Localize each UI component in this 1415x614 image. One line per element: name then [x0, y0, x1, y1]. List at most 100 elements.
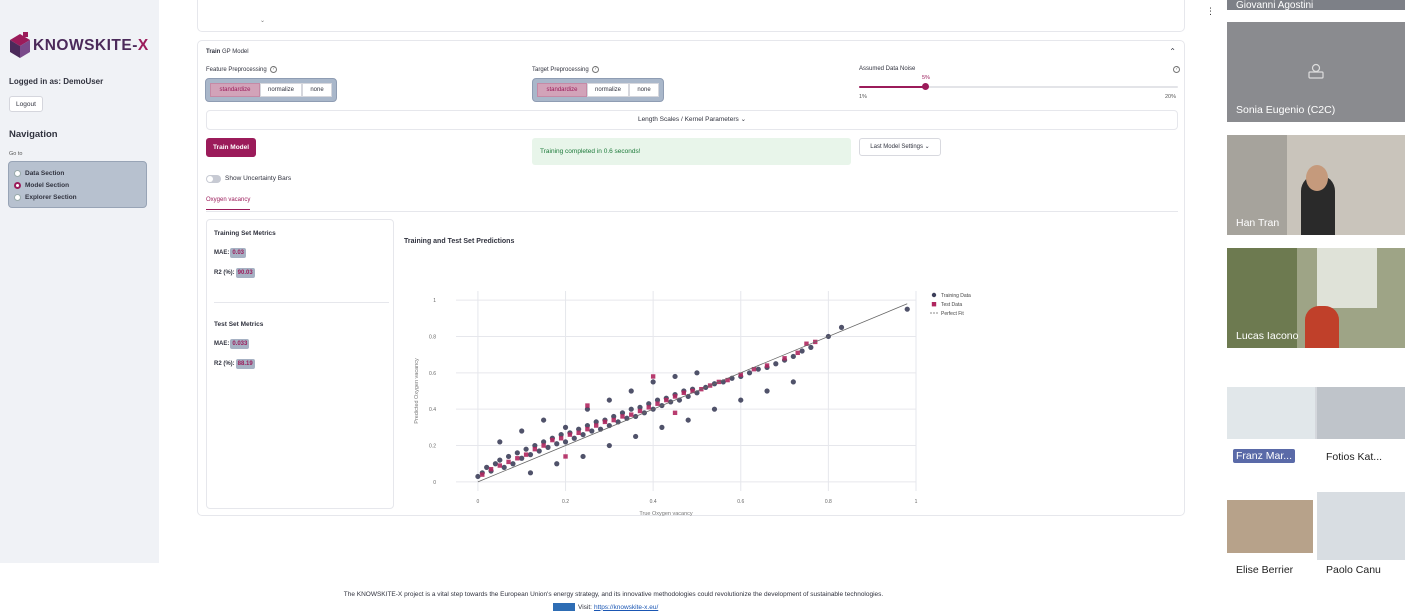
- training-data-point: [514, 450, 520, 456]
- training-data-point: [505, 453, 512, 460]
- participant-name: Paolo Canu: [1326, 564, 1381, 576]
- training-data-point: [545, 444, 551, 450]
- sidebar: KNOWSKITE-X Logged in as: DemoUser Logou…: [0, 0, 159, 563]
- test-data-point: [629, 412, 634, 417]
- tab-oxygen-vacancy[interactable]: Oxygen vacancy: [206, 197, 251, 210]
- training-data-point: [576, 426, 582, 432]
- training-data-point: [659, 424, 665, 430]
- test-data-point: [655, 401, 660, 406]
- training-data-point: [672, 373, 678, 380]
- participant-tile[interactable]: Han Tran: [1227, 135, 1405, 235]
- help-icon[interactable]: ?: [591, 66, 599, 73]
- training-data-point: [738, 397, 744, 403]
- train-gp-model-card: Train GP Model ⌃ Feature Preprocessing? …: [197, 40, 1185, 516]
- video-call-panel: Giovanni Agostini Sonia Eugenio (C2C) Ha…: [1227, 0, 1415, 614]
- test-data-point: [506, 459, 511, 465]
- training-data-point: [650, 379, 656, 385]
- last-model-settings-dropdown[interactable]: Last Model Settings ⌄: [859, 138, 941, 156]
- participant-name: Lucas Iacono: [1236, 330, 1299, 342]
- chevron-up-icon[interactable]: ⌃: [1169, 47, 1176, 56]
- training-data-point: [838, 324, 845, 330]
- nav-radio-data-section[interactable]: Data Section: [9, 167, 146, 179]
- training-data-point: [562, 424, 569, 430]
- training-data-point: [711, 406, 718, 412]
- test-data-point: [523, 452, 529, 457]
- participant-tile[interactable]: Franz Mar... Fotios Kat...: [1227, 387, 1405, 467]
- nav-radio-model-section[interactable]: Model Section: [9, 179, 146, 191]
- logout-button[interactable]: Logout: [9, 96, 43, 112]
- test-data-point: [480, 472, 485, 477]
- test-data-point: [782, 356, 787, 361]
- uncertainty-bars-toggle[interactable]: [206, 175, 221, 183]
- x-axis-label: True Oxygen vacancy: [639, 511, 693, 516]
- legend-training-marker: [931, 292, 937, 298]
- noise-slider-thumb[interactable]: [922, 83, 930, 90]
- test-data-point: [646, 405, 651, 410]
- x-tick-label: 0.8: [825, 499, 832, 505]
- legend-test-label: Test Data: [941, 302, 962, 308]
- participant-tile[interactable]: Lucas Iacono: [1227, 248, 1405, 348]
- training-data-point: [694, 370, 700, 376]
- participant-name: Fotios Kat...: [1326, 451, 1383, 463]
- training-data-point: [536, 448, 542, 454]
- training-data-point: [606, 397, 612, 403]
- feature-option-standardize[interactable]: standardize: [210, 83, 260, 97]
- training-data-point: [523, 446, 529, 452]
- training-mae-row: MAE: 0.03: [214, 248, 247, 258]
- background-plants: [1227, 248, 1297, 348]
- training-data-point: [799, 348, 805, 354]
- legend-test-marker: [931, 302, 937, 307]
- training-data-point: [527, 470, 534, 476]
- participant-name: Sonia Eugenio (C2C): [1236, 104, 1336, 116]
- test-data-point: [690, 388, 695, 394]
- legend-training-label: Training Data: [941, 293, 971, 299]
- training-metrics-title: Training Set Metrics: [214, 230, 276, 237]
- target-option-standardize[interactable]: standardize: [537, 83, 587, 97]
- user-placeholder-icon: [1308, 63, 1324, 79]
- feature-option-normalize[interactable]: normalize: [260, 83, 302, 97]
- feature-option-none[interactable]: none: [302, 83, 332, 97]
- help-icon[interactable]: ?: [1173, 66, 1180, 73]
- help-icon[interactable]: ?: [269, 66, 277, 73]
- chevron-down-icon: ⌄: [924, 144, 930, 150]
- train-model-button[interactable]: Train Model: [206, 138, 256, 157]
- participant-tile[interactable]: Giovanni Agostini: [1227, 0, 1405, 10]
- video-frame-left: [1227, 500, 1313, 553]
- more-menu-icon[interactable]: ⋮: [1206, 6, 1215, 16]
- participant-tile[interactable]: Sonia Eugenio (C2C): [1227, 22, 1405, 122]
- person-face: [1306, 165, 1328, 191]
- training-data-point: [541, 439, 547, 445]
- training-data-point: [484, 464, 490, 470]
- test-data-point: [585, 403, 590, 408]
- training-data-point: [541, 417, 547, 423]
- video-frame-left: [1227, 387, 1315, 439]
- training-data-point: [606, 442, 612, 449]
- target-option-none[interactable]: none: [629, 83, 659, 97]
- chevron-down-icon: ⌄: [740, 116, 747, 123]
- project-website-link[interactable]: https://knowskite-x.eu/: [593, 603, 659, 611]
- nav-radio-explorer-section[interactable]: Explorer Section: [9, 192, 146, 204]
- participant-tile[interactable]: Elise Berrier Paolo Canu: [1227, 492, 1405, 584]
- knowskite-logo: KNOWSKITE-X: [8, 32, 149, 60]
- y-tick-label: 0.4: [429, 407, 436, 413]
- person-silhouette: [1305, 306, 1339, 348]
- y-axis-label: Predicted Oxygen vacancy: [414, 358, 420, 424]
- uncertainty-bars-label: Show Uncertainty Bars: [225, 175, 292, 182]
- test-r2-value: 88.19: [235, 359, 255, 369]
- kernel-parameters-expander[interactable]: Length Scales / Kernel Parameters ⌄: [206, 110, 1178, 130]
- training-data-point: [619, 410, 626, 416]
- noise-slider[interactable]: [859, 83, 1178, 90]
- test-data-point: [681, 390, 687, 396]
- training-data-point: [519, 428, 525, 434]
- participant-name: Giovanni Agostini: [1236, 0, 1314, 11]
- x-tick-label: 0: [477, 499, 480, 505]
- target-option-normalize[interactable]: normalize: [587, 83, 629, 97]
- training-data-point: [611, 413, 617, 420]
- training-data-point: [527, 452, 534, 458]
- y-tick-label: 1: [433, 298, 436, 304]
- training-data-point: [571, 435, 577, 441]
- chevron-down-icon[interactable]: ⌄: [260, 18, 266, 24]
- radio-icon: [14, 169, 21, 177]
- training-data-point: [808, 344, 814, 350]
- test-data-point: [804, 341, 809, 346]
